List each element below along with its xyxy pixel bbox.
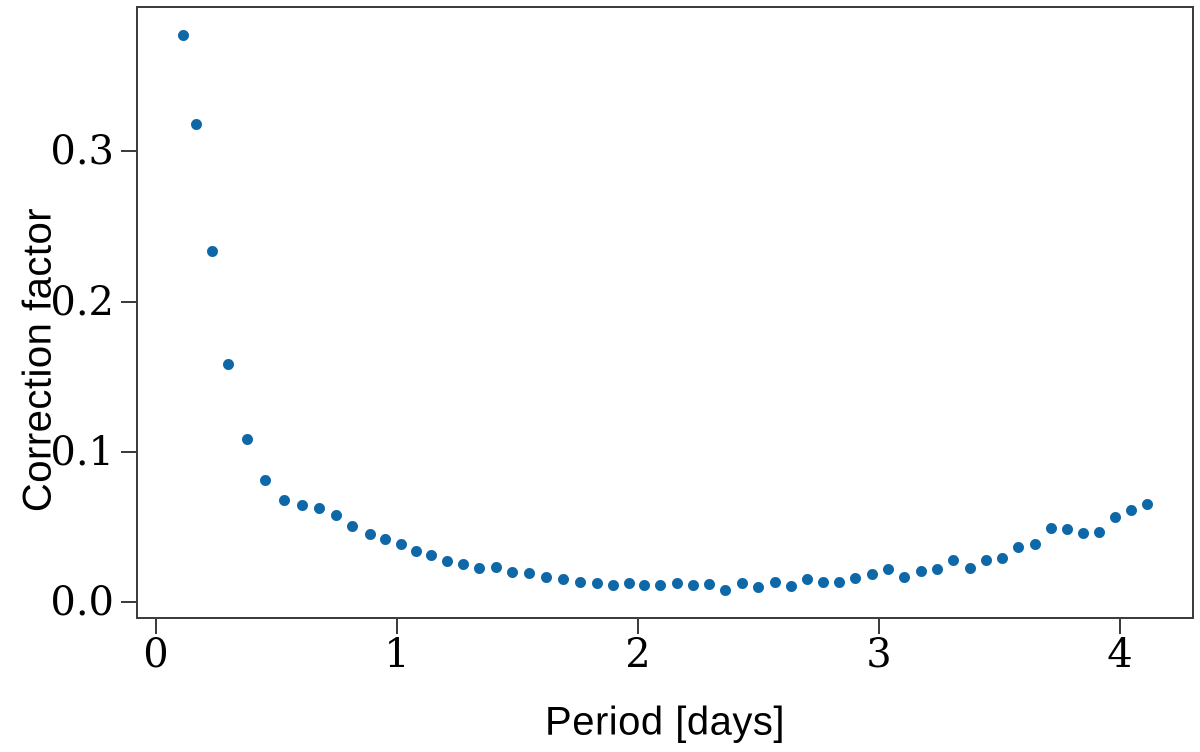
x-tick-label: 2	[625, 631, 651, 677]
data-point	[1077, 528, 1089, 540]
data-point	[425, 549, 437, 561]
data-point	[490, 562, 502, 574]
data-point	[524, 568, 536, 580]
data-point	[1093, 526, 1105, 538]
data-point	[899, 572, 911, 584]
x-axis-label: Period [days]	[545, 699, 785, 744]
data-point	[704, 579, 716, 591]
data-point	[1141, 499, 1153, 511]
data-point	[296, 499, 308, 511]
data-point	[1109, 512, 1121, 524]
data-point	[190, 118, 202, 130]
data-point	[223, 359, 235, 371]
y-tick	[121, 450, 136, 453]
x-tick-label: 1	[384, 631, 410, 677]
data-point	[608, 579, 620, 591]
data-point	[1045, 523, 1057, 535]
data-point	[687, 580, 699, 592]
y-tick-label: 0.1	[50, 428, 114, 475]
data-point	[331, 509, 343, 521]
data-point	[997, 553, 1009, 565]
y-tick-label: 0.2	[50, 278, 114, 325]
data-point	[364, 528, 376, 540]
y-tick	[121, 601, 136, 604]
x-tick-label: 0	[143, 631, 169, 677]
y-tick-label: 0.3	[50, 128, 114, 175]
data-point	[639, 579, 651, 591]
data-point	[178, 29, 190, 41]
data-point	[557, 574, 569, 586]
data-point	[411, 545, 423, 557]
data-point	[655, 580, 667, 592]
data-point	[1029, 538, 1041, 550]
x-tick	[396, 619, 398, 634]
data-point	[507, 566, 519, 578]
data-point	[720, 585, 732, 597]
data-point	[883, 564, 895, 576]
y-tick-label: 0.0	[50, 579, 114, 626]
data-point	[206, 246, 218, 258]
data-point	[396, 539, 408, 551]
data-point	[753, 581, 764, 593]
x-tick	[637, 619, 639, 634]
y-tick	[121, 300, 136, 303]
data-point	[915, 566, 927, 578]
data-point	[802, 574, 814, 586]
data-point	[347, 520, 359, 532]
data-point	[737, 577, 749, 589]
data-point	[932, 564, 944, 576]
x-tick	[878, 619, 880, 634]
plot-area: 0.0 0.1 0.2 0.3	[50, 6, 1194, 634]
data-point	[241, 434, 253, 446]
axes-frame	[136, 6, 1194, 619]
x-tick-label: 3	[866, 631, 892, 677]
data-point	[591, 578, 603, 590]
data-point	[964, 563, 976, 575]
data-point	[1061, 523, 1073, 535]
data-point	[574, 576, 586, 588]
data-point	[850, 573, 862, 585]
data-point	[948, 554, 960, 566]
data-point	[834, 576, 846, 588]
data-point	[1013, 541, 1025, 553]
data-point	[442, 556, 454, 568]
data-point	[671, 577, 683, 589]
data-point	[1126, 504, 1138, 516]
x-tick	[1119, 619, 1121, 634]
data-point	[769, 576, 781, 588]
data-point	[785, 580, 797, 592]
y-tick	[121, 150, 136, 153]
data-point	[866, 568, 878, 580]
x-tick-label: 4	[1107, 631, 1133, 677]
data-point	[278, 494, 290, 506]
data-point	[473, 562, 485, 574]
x-tick	[155, 619, 157, 634]
data-point	[457, 558, 469, 570]
data-point	[380, 533, 392, 545]
data-point	[314, 502, 326, 514]
data-point	[260, 474, 272, 486]
data-point	[818, 577, 830, 589]
data-point	[624, 577, 636, 589]
data-point	[980, 555, 992, 567]
y-axis-label: Correction factor	[15, 207, 60, 513]
data-point	[540, 571, 552, 583]
